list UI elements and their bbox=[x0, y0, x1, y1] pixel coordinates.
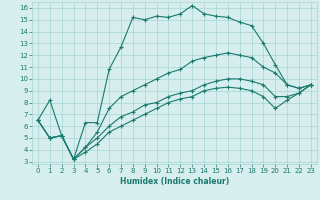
X-axis label: Humidex (Indice chaleur): Humidex (Indice chaleur) bbox=[120, 177, 229, 186]
